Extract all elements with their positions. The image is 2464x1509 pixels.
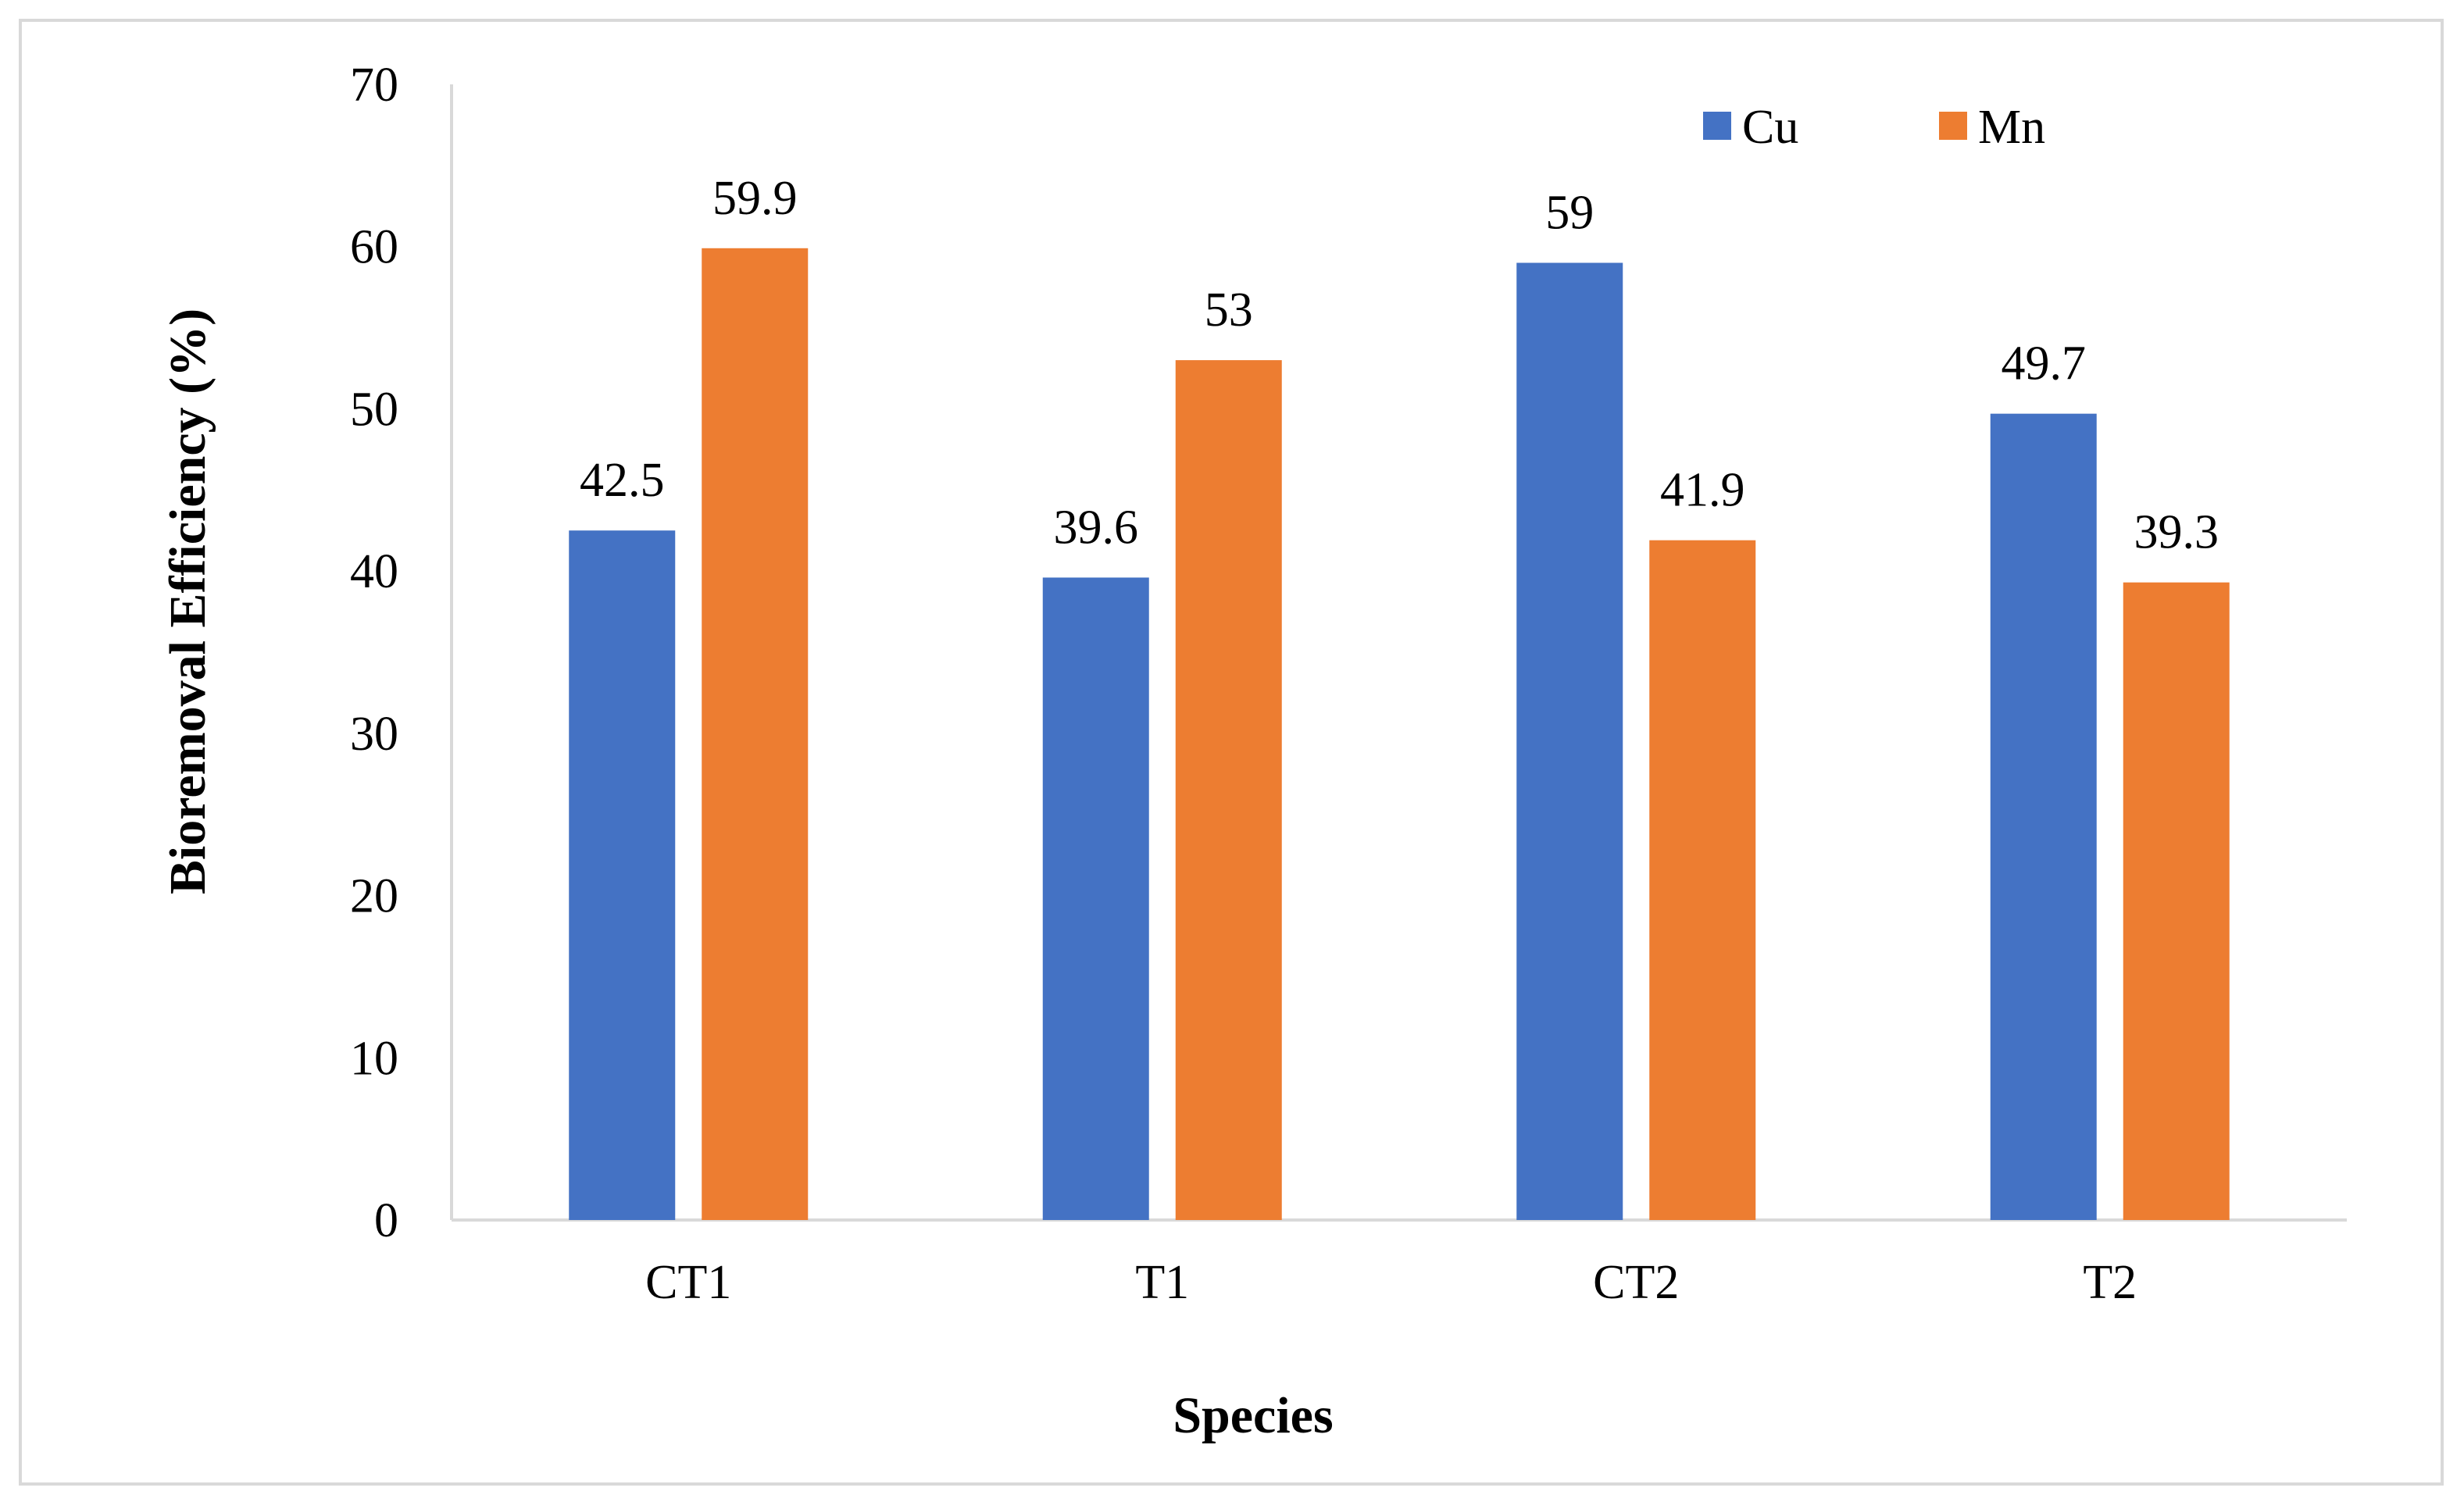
bar-cu-ct2	[1516, 262, 1623, 1220]
y-tick-label: 10	[350, 1032, 398, 1085]
legend-label: Cu	[1742, 101, 1798, 154]
legend: Cu Mn	[1703, 101, 2045, 154]
legend-swatch-mn	[1939, 112, 1967, 140]
y-tick-label: 70	[350, 59, 398, 112]
y-tick-label: 0	[374, 1194, 398, 1247]
y-tick-label: 40	[350, 545, 398, 598]
data-label: 39.6	[1054, 501, 1139, 554]
x-tick-label: T2	[2083, 1256, 2137, 1309]
bar-mn-ct1	[702, 248, 809, 1220]
bar-cu-t2	[1990, 413, 2097, 1221]
bar-mn-t1	[1175, 360, 1282, 1221]
x-tick-label: T1	[1135, 1256, 1189, 1309]
y-tick-label: 30	[350, 708, 398, 761]
legend-swatch-cu	[1703, 112, 1731, 140]
legend-label: Mn	[1978, 101, 2045, 154]
x-tick-label: CT1	[645, 1256, 731, 1309]
y-axis-title: Bioremoval Efficiency (%)	[159, 309, 216, 894]
y-tick-label: 60	[350, 221, 398, 274]
data-label: 59	[1545, 186, 1594, 239]
x-axis: CT1 T1 CT2 T2	[452, 1218, 2347, 1309]
data-label: 41.9	[1660, 464, 1745, 517]
data-label: 53	[1205, 284, 1253, 337]
data-label: 59.9	[712, 172, 798, 225]
data-label: 39.3	[2134, 506, 2219, 559]
data-label: 42.5	[580, 454, 665, 507]
x-tick-label: CT2	[1593, 1256, 1679, 1309]
bars	[569, 248, 2230, 1221]
x-axis-title: Species	[1173, 1387, 1333, 1444]
data-labels: 42.5 39.6 59 49.7 59.9 53 41.9 39.3	[580, 172, 2219, 559]
bar-mn-t2	[2123, 582, 2230, 1220]
bar-cu-ct1	[569, 530, 676, 1220]
bar-mn-ct2	[1649, 540, 1756, 1220]
y-tick-label: 20	[350, 870, 398, 923]
y-tick-label: 50	[350, 383, 398, 436]
data-label: 49.7	[2002, 337, 2087, 391]
bar-cu-t1	[1042, 577, 1149, 1220]
y-axis: 0 10 20 30 40 50 60 70	[350, 59, 453, 1247]
